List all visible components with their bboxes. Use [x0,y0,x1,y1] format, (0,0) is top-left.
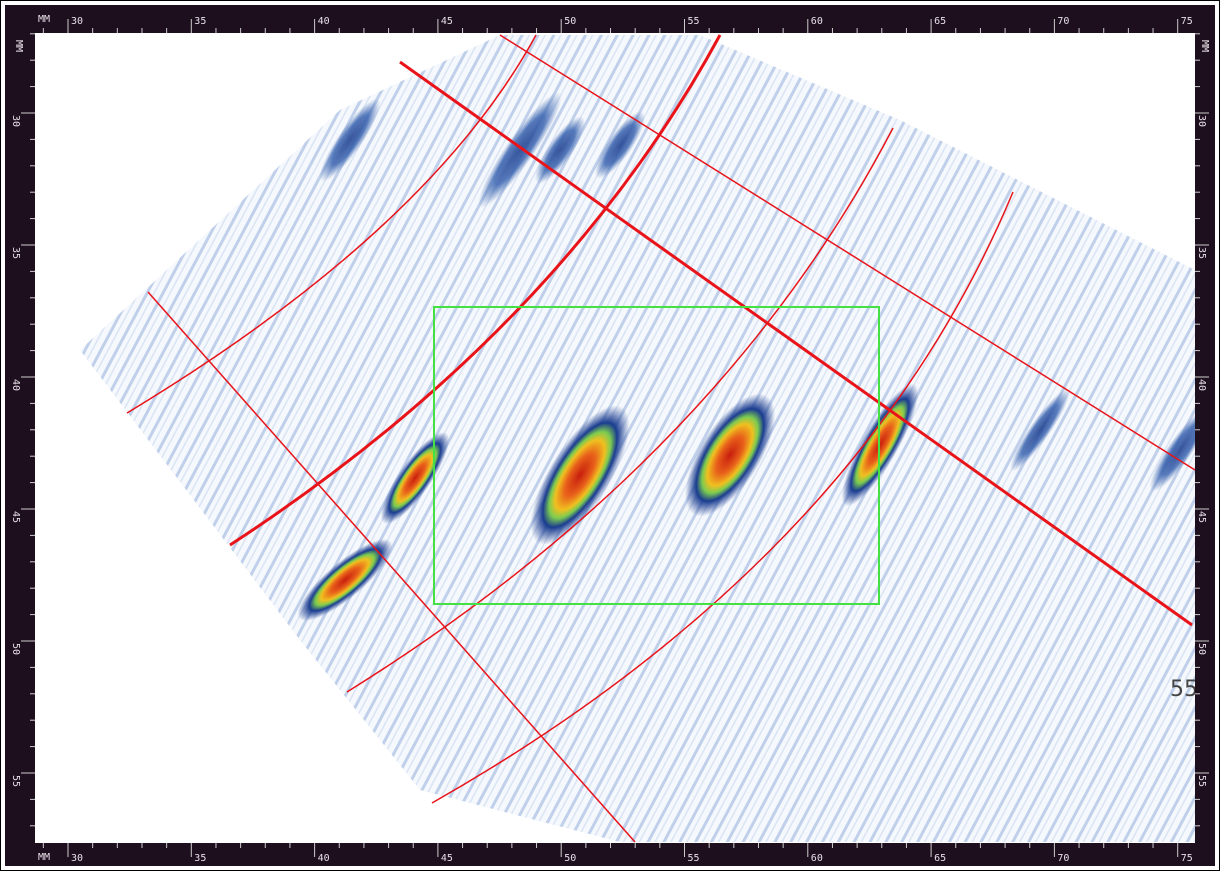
overlay-label: 55 [1170,677,1198,702]
ruler-label: 65 [934,853,946,864]
ruler-label: 40 [318,16,330,27]
ruler-label: 45 [1196,511,1207,523]
ruler-label: 35 [194,853,206,864]
ruler-label: 55 [10,775,21,787]
ruler-label: 60 [811,16,823,27]
ruler-label: 75 [1181,853,1193,864]
ruler-label: 30 [71,16,83,27]
ruler-label: 35 [194,16,206,27]
scan-image [80,35,1211,842]
ruler-label: 70 [1057,853,1069,864]
overlay-lines [126,34,1196,843]
ruler-label: 65 [934,16,946,27]
ruler-label: 55 [688,853,700,864]
ruler-label: 40 [318,853,330,864]
ruler-label: 50 [564,853,576,864]
ruler-unit: MM [38,14,50,25]
ruler-label: 45 [10,511,21,523]
selection-box[interactable] [433,306,880,605]
ruler-label: 30 [1196,115,1207,127]
ruler-label: 40 [10,379,21,391]
ruler-label: 60 [811,853,823,864]
ruler-label: 55 [1196,775,1207,787]
ruler-label: 30 [71,853,83,864]
ruler-label: 35 [1196,247,1207,259]
ruler-unit: MM [1199,40,1210,52]
ruler-label: 55 [688,16,700,27]
ruler-label: 50 [564,16,576,27]
ruler-label: 50 [1196,643,1207,655]
ruler-label: 45 [441,853,453,864]
ruler-label: 70 [1057,16,1069,27]
ruler-label: 75 [1181,16,1193,27]
ruler-label: 45 [441,16,453,27]
rulers: MM MM MM MM 30 30 35 35 40 40 45 45 50 50 55 55 60 60 65 65… [5,5,1215,866]
ruler-label: 50 [10,643,21,655]
ruler-unit: MM [38,852,50,863]
ruler-label: 30 [10,115,21,127]
ruler-label: 35 [10,247,21,259]
ruler-unit: MM [13,40,24,52]
ruler-label: 40 [1196,379,1207,391]
